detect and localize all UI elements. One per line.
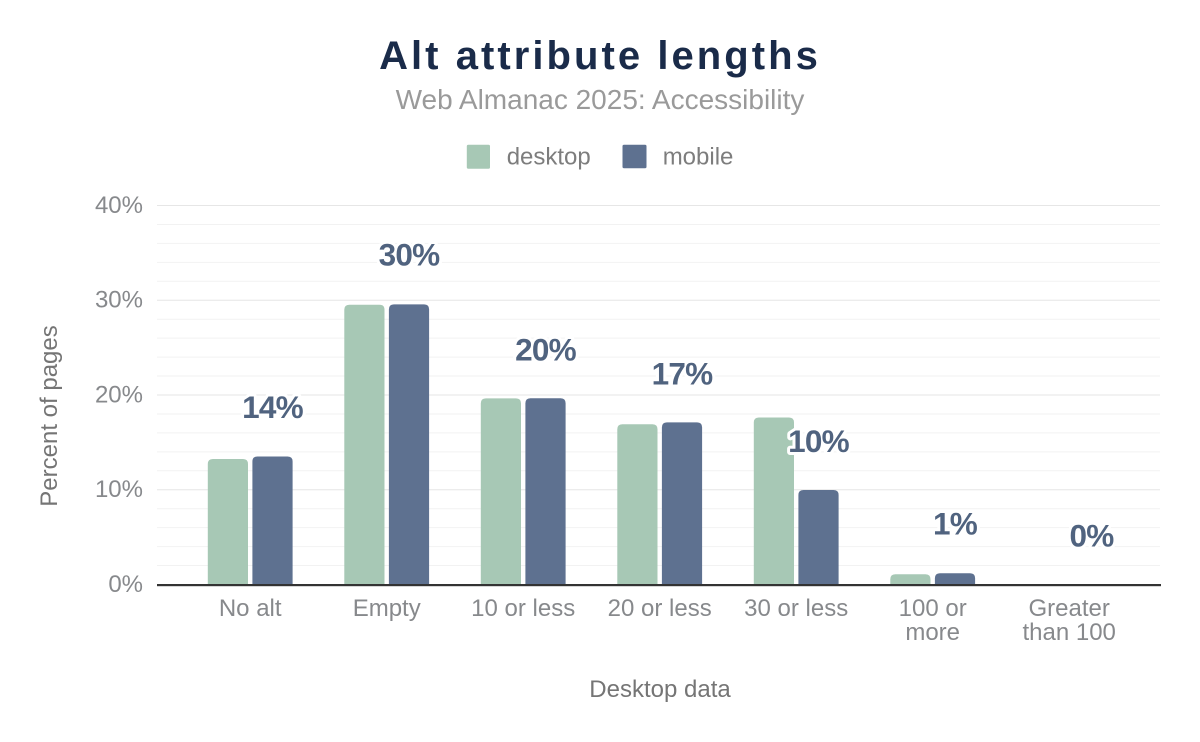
svg-text:Alt attribute lengths: Alt attribute lengths [379, 34, 821, 78]
svg-text:100 or: 100 or [899, 595, 967, 622]
svg-text:Greater: Greater [1029, 595, 1110, 622]
svg-text:more: more [905, 619, 960, 646]
svg-text:Percent of pages: Percent of pages [36, 325, 63, 506]
svg-text:No alt: No alt [219, 595, 282, 622]
svg-text:0%: 0% [108, 571, 143, 598]
svg-text:0%: 0% [1070, 518, 1115, 554]
svg-text:Empty: Empty [353, 595, 421, 622]
svg-text:30%: 30% [95, 287, 143, 314]
svg-text:30%: 30% [379, 237, 440, 273]
svg-text:10%: 10% [788, 423, 849, 459]
svg-text:20 or less: 20 or less [608, 595, 712, 622]
svg-text:30 or less: 30 or less [744, 595, 848, 622]
svg-text:Web Almanac 2025: Accessibilit: Web Almanac 2025: Accessibility [396, 84, 805, 115]
svg-text:17%: 17% [652, 356, 713, 392]
svg-text:10%: 10% [95, 476, 143, 503]
svg-text:desktop: desktop [507, 144, 591, 171]
svg-text:20%: 20% [515, 332, 576, 368]
svg-text:Desktop data: Desktop data [589, 676, 731, 703]
svg-text:20%: 20% [95, 381, 143, 408]
svg-text:40%: 40% [95, 192, 143, 219]
svg-text:than 100: than 100 [1022, 619, 1115, 646]
svg-text:10 or less: 10 or less [471, 595, 575, 622]
svg-text:14%: 14% [242, 389, 303, 425]
svg-text:1%: 1% [933, 506, 978, 542]
svg-text:mobile: mobile [663, 144, 734, 171]
